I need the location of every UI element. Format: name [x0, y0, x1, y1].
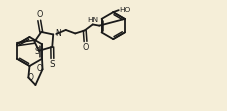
Text: O: O	[37, 64, 42, 73]
Text: S: S	[49, 60, 55, 69]
Text: O: O	[36, 10, 42, 19]
Text: HN: HN	[87, 17, 98, 23]
Text: N: N	[55, 29, 61, 38]
Text: O: O	[27, 72, 33, 81]
Text: O: O	[82, 43, 88, 52]
Text: HO: HO	[118, 7, 130, 13]
Text: S: S	[34, 47, 39, 56]
